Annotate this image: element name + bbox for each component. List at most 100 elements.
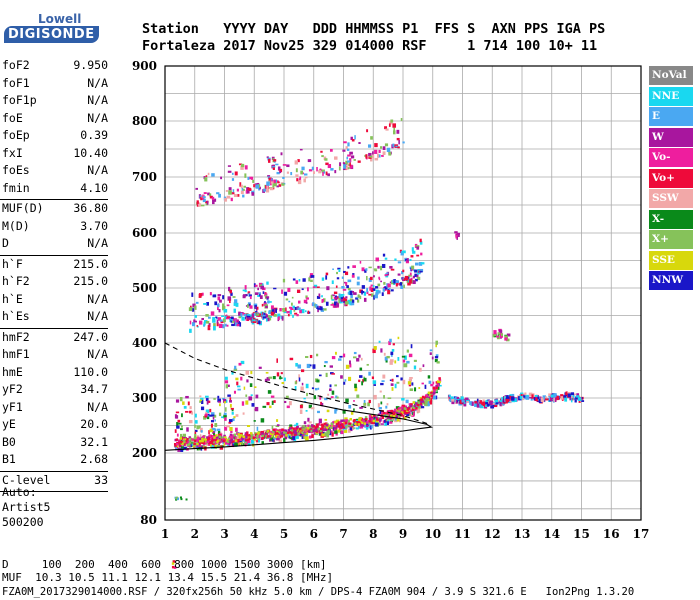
echo-point	[342, 168, 346, 170]
echo-point	[378, 149, 381, 153]
echo-point	[211, 173, 215, 177]
param-row: foE N/A	[0, 111, 108, 129]
echo-point	[279, 434, 282, 439]
y-tick-label: 900	[132, 59, 157, 73]
echo-point	[181, 413, 183, 418]
echo-point	[303, 178, 306, 183]
echo-point	[501, 333, 503, 337]
echo-point	[349, 417, 353, 421]
echo-point	[350, 423, 354, 427]
echo-point	[265, 371, 269, 374]
echo-point	[189, 437, 192, 441]
echo-point	[312, 425, 315, 428]
echo-point	[273, 287, 277, 290]
echo-point	[247, 176, 250, 180]
echo-point	[230, 430, 233, 433]
echo-point	[311, 166, 314, 171]
echo-point	[252, 321, 257, 324]
echo-point	[276, 435, 279, 439]
echo-point	[276, 430, 279, 434]
echo-point	[378, 276, 380, 280]
echo-point	[230, 319, 233, 323]
echo-point	[214, 445, 218, 448]
echo-point	[363, 291, 367, 296]
echo-point	[388, 123, 391, 127]
param-row: h`F2 215.0	[0, 274, 108, 292]
echo-point	[248, 396, 253, 401]
echo-point	[256, 426, 259, 431]
echo-point	[354, 135, 356, 140]
echo-point	[271, 430, 275, 433]
echo-point	[358, 142, 361, 144]
echo-point	[511, 396, 515, 401]
echo-point	[271, 425, 274, 430]
echo-point	[308, 404, 312, 409]
echo-point	[368, 152, 372, 157]
echo-point	[303, 397, 306, 400]
echo-point	[277, 313, 281, 318]
echo-point	[347, 419, 350, 423]
echo-point	[326, 430, 331, 434]
echo-point	[347, 279, 352, 283]
echo-point	[246, 425, 251, 428]
echo-point	[228, 190, 232, 195]
echo-point	[372, 348, 376, 354]
echo-point	[396, 409, 399, 413]
echo-point	[346, 156, 349, 160]
echo-point	[204, 413, 208, 416]
echo-point	[358, 418, 361, 422]
echo-point	[243, 185, 247, 188]
echo-point	[405, 260, 409, 264]
echo-point	[494, 399, 499, 403]
echo-point	[383, 281, 386, 285]
echo-point	[176, 498, 179, 501]
x-tick-label: 2	[191, 527, 199, 541]
echo-point	[232, 435, 235, 439]
echo-point	[203, 321, 206, 326]
echo-point	[295, 168, 298, 173]
echo-point	[226, 425, 230, 428]
echo-point	[388, 151, 392, 156]
echo-point	[375, 292, 379, 295]
echo-point	[395, 280, 399, 283]
ionogram-header: Station YYYY DAY DDD HHMMSS P1 FFS S AXN…	[142, 21, 605, 55]
echo-point	[247, 317, 250, 320]
echo-point	[199, 427, 203, 433]
echo-point	[243, 440, 247, 445]
echo-point	[321, 425, 324, 429]
echo-point	[245, 190, 248, 194]
echo-point	[490, 404, 495, 409]
echo-point	[360, 357, 363, 361]
echo-point	[524, 392, 527, 396]
echo-point	[281, 183, 285, 186]
echo-point	[219, 319, 223, 322]
echo-point	[273, 179, 276, 184]
echo-point	[321, 155, 324, 158]
echo-point	[200, 397, 204, 401]
echo-point	[290, 429, 294, 432]
echo-point	[292, 436, 296, 440]
echo-point	[334, 301, 338, 306]
echo-point	[194, 433, 197, 438]
echo-point	[206, 400, 209, 405]
echo-point	[294, 381, 297, 385]
echo-point	[496, 335, 500, 338]
echo-point	[216, 439, 220, 443]
echo-point	[320, 150, 323, 153]
echo-point	[341, 425, 345, 428]
x-tick-label: 15	[573, 527, 590, 541]
echo-point	[489, 400, 493, 405]
echo-point	[506, 333, 511, 337]
echo-point	[370, 157, 373, 162]
echo-point	[534, 394, 538, 397]
legend-item-w: W	[649, 127, 693, 147]
echo-point	[345, 301, 349, 305]
echo-point	[324, 397, 328, 401]
echo-point	[247, 187, 251, 191]
echo-point	[176, 433, 179, 437]
echo-point	[260, 430, 264, 434]
echo-point	[173, 443, 177, 446]
echo-point	[410, 344, 413, 349]
echo-point	[297, 300, 301, 304]
echo-point	[232, 192, 235, 195]
